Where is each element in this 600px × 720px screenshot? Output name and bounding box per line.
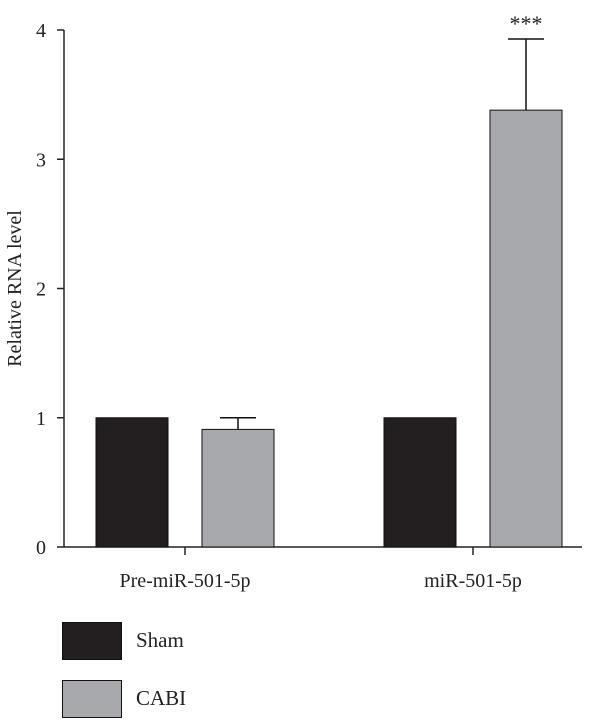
legend-item-sham: Sham [62,622,322,662]
bar-chart: 0 1 2 3 4 Relative RNA level Pre-miR-501-5p miR… [4,11,582,592]
x-tick-label: Pre-miR-501-5p [119,570,250,592]
legend-swatch-cabi [62,680,122,718]
bar-sham-0 [95,417,169,548]
significance-label: *** [510,11,543,36]
bar-cabi-0 [201,428,275,548]
y-axis-title: Relative RNA level [4,210,26,367]
y-tick-label: 2 [36,279,46,301]
y-tick-label: 1 [36,408,46,430]
bar-sham-1 [383,417,457,548]
legend-label-cabi: CABI [136,686,187,710]
legend-item-cabi: CABI [62,680,322,720]
y-tick-label: 4 [36,20,46,42]
chart-labels: 0 1 2 3 4 Relative RNA level Pre-miR-501-5p miR… [4,11,543,592]
y-tick-label: 0 [36,537,46,559]
legend-label-sham: Sham [136,628,184,652]
chart-bars [95,38,563,548]
bar-cabi-1 [489,109,563,548]
legend-swatch-sham [62,622,122,660]
x-tick-label: miR-501-5p [424,570,522,592]
y-tick-label: 3 [36,149,46,171]
